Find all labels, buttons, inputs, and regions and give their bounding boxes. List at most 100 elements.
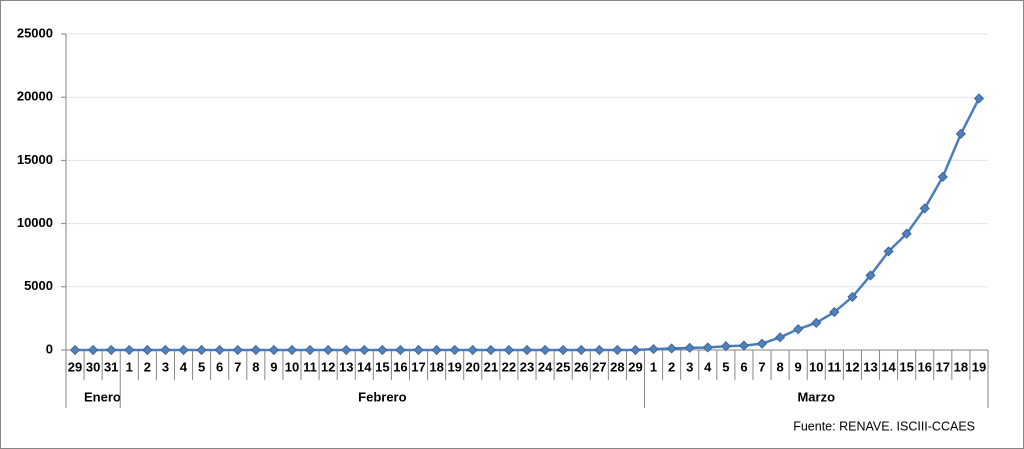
group-label: Enero (84, 389, 121, 404)
x-tick-label: 17 (411, 359, 425, 374)
x-tick-label: 23 (520, 359, 534, 374)
marker (702, 342, 713, 353)
marker (720, 341, 731, 352)
marker (124, 344, 135, 356)
marker (304, 344, 316, 356)
x-tick-label: 18 (954, 359, 968, 374)
marker (594, 344, 605, 356)
x-tick-label: 7 (758, 359, 765, 374)
x-tick-label: 29 (68, 359, 82, 374)
marker (503, 344, 514, 356)
marker (449, 344, 460, 356)
x-tick-label: 1 (126, 359, 133, 374)
marker (793, 324, 804, 335)
y-tick-label: 15000 (17, 152, 53, 167)
y-tick-label: 5000 (24, 278, 53, 293)
y-tick-label: 25000 (17, 25, 53, 40)
x-tick-label: 9 (795, 359, 802, 374)
group-label: Marzo (797, 389, 835, 404)
x-tick-label: 20 (466, 359, 480, 374)
marker (684, 342, 695, 353)
marker (413, 344, 424, 356)
x-tick-label: 2 (668, 359, 675, 374)
marker (178, 344, 189, 356)
marker (69, 344, 81, 356)
x-tick-label: 5 (198, 359, 205, 374)
x-tick-label: 5 (722, 359, 729, 374)
y-tick-label: 20000 (17, 89, 53, 104)
marker (521, 344, 533, 356)
marker (811, 317, 822, 328)
marker (738, 340, 750, 351)
marker (467, 344, 478, 356)
marker (286, 344, 298, 356)
marker (395, 344, 406, 356)
x-tick-label: 15 (899, 359, 913, 374)
x-tick-label: 28 (610, 359, 624, 374)
marker (883, 246, 894, 257)
marker (666, 343, 677, 354)
marker (558, 344, 569, 356)
marker (919, 203, 930, 214)
x-tick-label: 4 (180, 359, 188, 374)
marker (648, 344, 659, 355)
x-tick-label: 6 (740, 359, 747, 374)
x-tick-label: 18 (429, 359, 443, 374)
marker (196, 344, 207, 356)
x-tick-label: 13 (339, 359, 353, 374)
marker (865, 270, 876, 281)
source-note: Fuente: RENAVE. ISCIII-CCAES (793, 419, 975, 433)
marker (829, 307, 840, 318)
marker (377, 344, 388, 356)
x-tick-label: 30 (86, 359, 100, 374)
x-tick-label: 3 (686, 359, 693, 374)
x-tick-label: 21 (484, 359, 498, 374)
x-tick-label: 11 (827, 359, 841, 374)
marker (847, 291, 858, 302)
x-tick-label: 15 (375, 359, 389, 374)
x-tick-label: 31 (104, 359, 118, 374)
x-tick-label: 26 (574, 359, 588, 374)
x-tick-label: 17 (936, 359, 950, 374)
x-tick-label: 19 (972, 359, 986, 374)
x-tick-label: 16 (393, 359, 407, 374)
x-tick-label: 10 (285, 359, 299, 374)
marker (106, 344, 117, 356)
x-tick-label: 25 (556, 359, 570, 374)
marker (756, 338, 768, 349)
marker (341, 344, 352, 356)
x-tick-label: 14 (881, 359, 896, 374)
marker (431, 344, 442, 356)
marker (142, 344, 153, 356)
marker (901, 228, 912, 239)
marker (323, 344, 334, 356)
x-tick-label: 11 (303, 359, 317, 374)
x-tick-label: 6 (216, 359, 223, 374)
y-tick-label: 0 (46, 341, 53, 356)
x-tick-label: 13 (863, 359, 877, 374)
x-tick-label: 4 (704, 359, 712, 374)
x-tick-label: 7 (234, 359, 241, 374)
marker (232, 344, 243, 356)
x-tick-label: 19 (447, 359, 461, 374)
x-tick-label: 12 (321, 359, 335, 374)
marker (540, 344, 551, 356)
marker (612, 344, 623, 356)
x-tick-label: 2 (144, 359, 151, 374)
marker (576, 344, 587, 356)
x-tick-label: 29 (628, 359, 642, 374)
x-tick-label: 27 (592, 359, 606, 374)
x-tick-label: 12 (845, 359, 859, 374)
marker (630, 344, 641, 356)
x-tick-label: 16 (917, 359, 931, 374)
marker (485, 344, 496, 356)
x-tick-label: 9 (270, 359, 277, 374)
marker (359, 344, 370, 356)
marker (973, 93, 985, 104)
x-tick-label: 8 (252, 359, 259, 374)
x-tick-label: 3 (162, 359, 169, 374)
x-tick-label: 8 (776, 359, 783, 374)
marker (775, 332, 786, 343)
